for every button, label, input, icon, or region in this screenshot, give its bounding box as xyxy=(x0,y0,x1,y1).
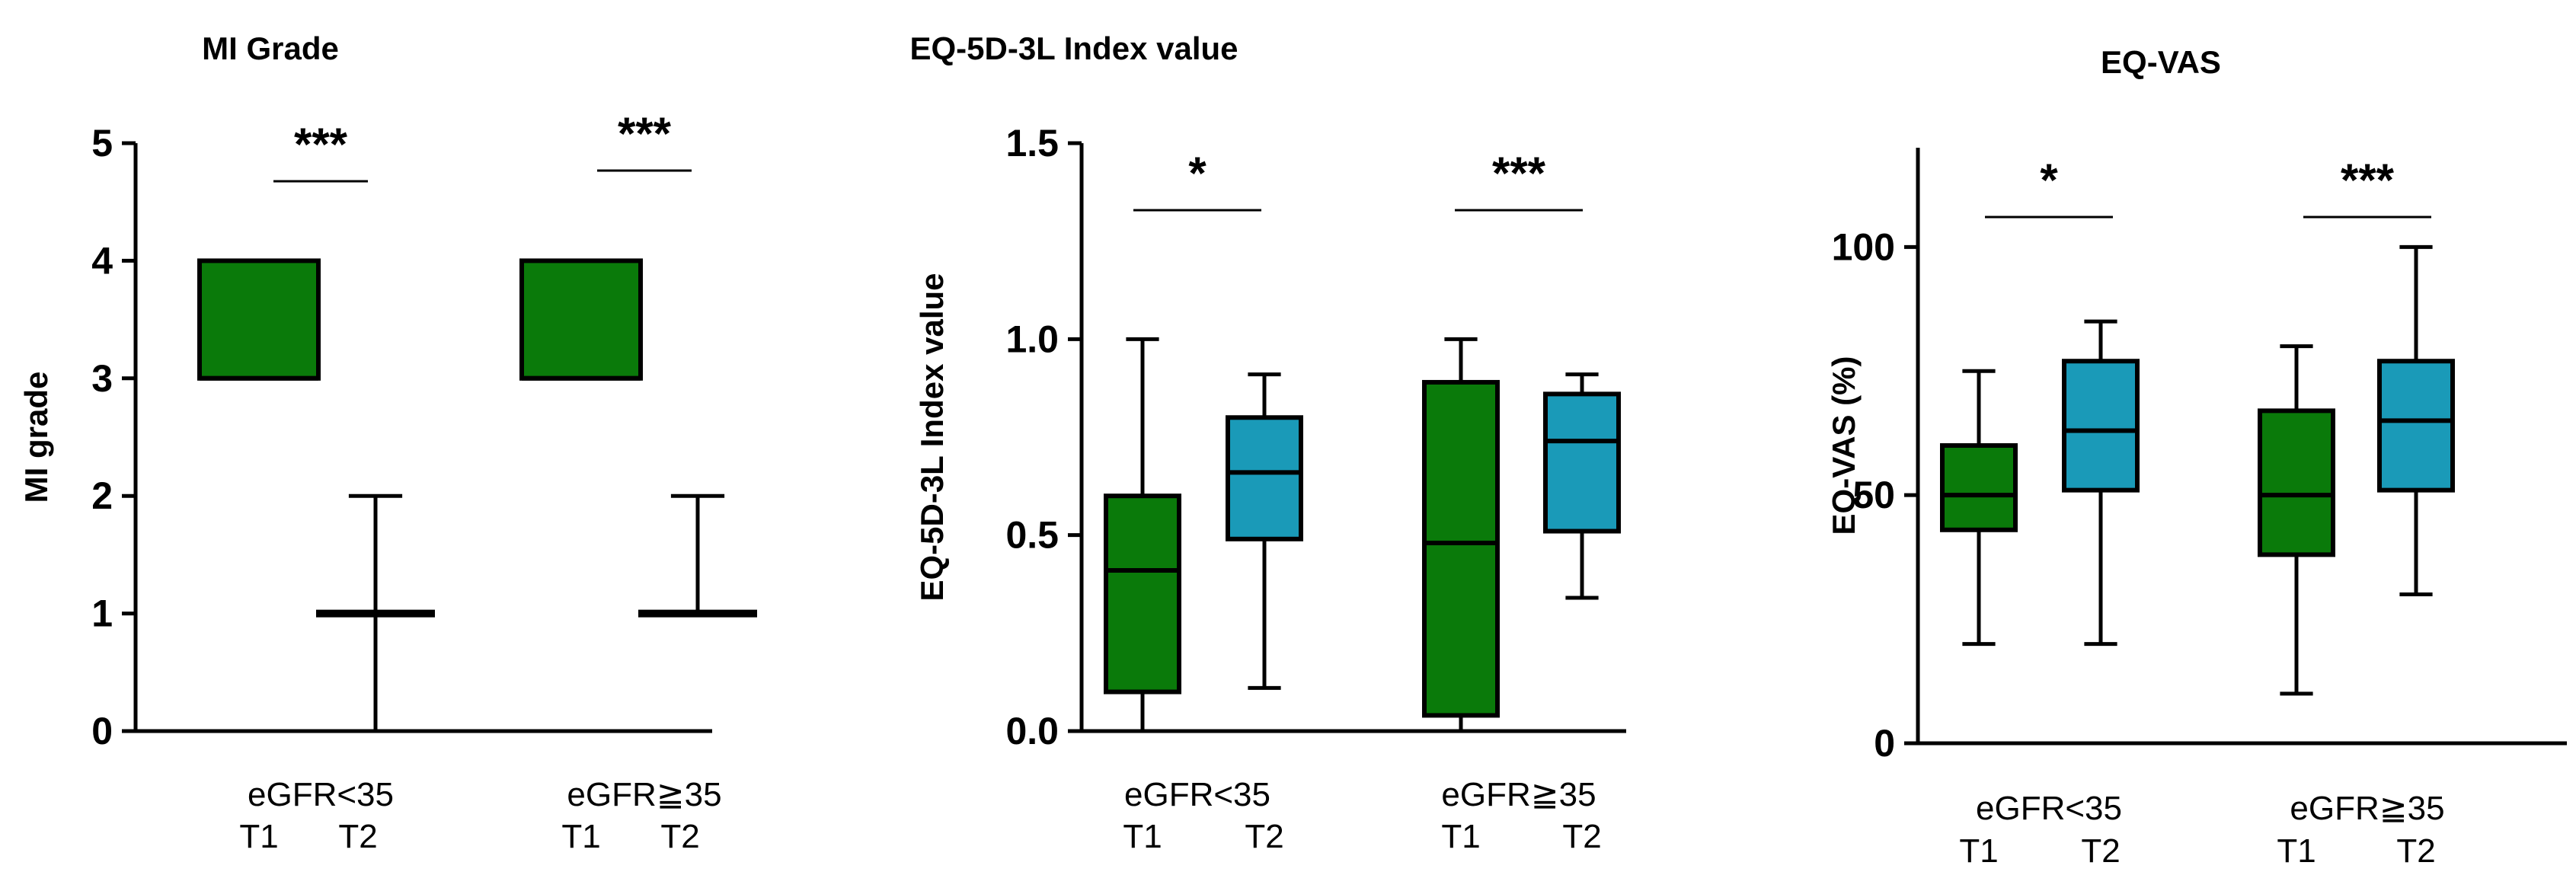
category-label-t1: T1 xyxy=(1441,818,1480,855)
y-tick-label: 4 xyxy=(91,239,113,282)
chart-panel-1: MI Grade MI grade 0 1 2 3 4 5 eGFR<35 T1 T2 *** eGFR… xyxy=(18,30,757,855)
y-tick-label: 1 xyxy=(91,592,113,635)
group-label: eGFR<35 xyxy=(1976,790,2122,827)
iqr-box xyxy=(2377,359,2455,493)
category-label-t1: T1 xyxy=(1959,832,1998,870)
group-label: eGFR<35 xyxy=(248,776,394,813)
y-axis-label: EQ-VAS (%) xyxy=(1826,356,1862,535)
y-axis-label: EQ-5D-3L Index value xyxy=(914,273,950,601)
chart-title: EQ-5D-3L Index value xyxy=(909,30,1238,66)
box-t2-2 xyxy=(316,493,435,733)
iqr-box xyxy=(197,258,321,381)
box-t1-3 xyxy=(519,258,643,381)
box-t2-2 xyxy=(1226,372,1303,690)
category-label-t1: T1 xyxy=(561,818,600,855)
significance-marker: * xyxy=(1188,148,1207,199)
iqr-box xyxy=(1226,415,1303,541)
y-tick-label: 3 xyxy=(91,357,113,400)
y-tick-label: 0.0 xyxy=(1005,710,1059,752)
category-label-t1: T1 xyxy=(239,818,278,855)
category-label-t1: T1 xyxy=(2277,832,2316,870)
category-label-t2: T2 xyxy=(1245,818,1283,855)
iqr-box xyxy=(1104,493,1181,695)
significance-marker: *** xyxy=(2341,155,2395,206)
group-label: eGFR≧35 xyxy=(1441,776,1596,813)
iqr-box xyxy=(1422,379,1500,718)
chart-title: EQ-VAS xyxy=(2101,44,2221,80)
significance-marker: *** xyxy=(1492,148,1546,199)
significance-marker: *** xyxy=(294,119,348,170)
significance-marker: * xyxy=(2040,155,2058,206)
y-tick-label: 0.5 xyxy=(1005,514,1059,557)
group-label: eGFR≧35 xyxy=(567,776,721,813)
box-t1-1 xyxy=(1104,337,1181,733)
group-label: eGFR<35 xyxy=(1124,776,1270,813)
box-t2-4 xyxy=(2377,244,2455,596)
box-t2-4 xyxy=(638,493,757,618)
y-tick-label: 100 xyxy=(1832,225,1895,268)
y-tick-label: 50 xyxy=(1852,474,1895,516)
chart-title: MI Grade xyxy=(202,30,339,66)
y-tick-label: 5 xyxy=(91,122,113,164)
iqr-box xyxy=(1940,443,2018,532)
chart-panel-2: EQ-5D-3L Index value EQ-5D-3L Index value… xyxy=(909,30,1626,855)
significance-marker: *** xyxy=(618,108,672,159)
iqr-box xyxy=(2258,408,2335,557)
box-t1-3 xyxy=(1422,337,1500,733)
category-label-t2: T2 xyxy=(660,818,699,855)
y-tick-label: 0 xyxy=(1874,722,1895,765)
box-t1-1 xyxy=(197,258,321,381)
iqr-box xyxy=(2062,359,2140,493)
category-label-t2: T2 xyxy=(338,818,377,855)
category-label-t1: T1 xyxy=(1123,818,1162,855)
category-label-t2: T2 xyxy=(2396,832,2435,870)
y-tick-label: 1.5 xyxy=(1005,122,1059,164)
box-t2-4 xyxy=(1543,372,1621,600)
iqr-box xyxy=(1543,391,1621,534)
y-tick-label: 1.0 xyxy=(1005,318,1059,360)
category-label-t2: T2 xyxy=(1562,818,1601,855)
y-axis-label: MI grade xyxy=(18,372,54,503)
box-t1-1 xyxy=(1940,369,2018,647)
y-tick-label: 2 xyxy=(91,474,113,517)
chart-panel-3: EQ-VAS EQ-VAS (%) 0 50 100 eGFR<35 T1 T2 * eGFR≧3… xyxy=(1826,44,2567,870)
y-tick-label: 0 xyxy=(91,710,113,752)
iqr-box xyxy=(519,258,643,381)
category-label-t2: T2 xyxy=(2081,832,2120,870)
group-label: eGFR≧35 xyxy=(2290,790,2444,827)
box-t1-3 xyxy=(2258,344,2335,696)
box-t2-2 xyxy=(2062,319,2140,647)
